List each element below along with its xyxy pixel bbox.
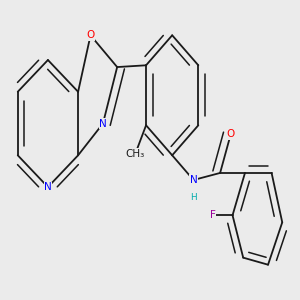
Text: N: N [190, 175, 197, 185]
Text: O: O [226, 129, 235, 139]
Text: CH₃: CH₃ [126, 148, 145, 158]
Text: N: N [99, 118, 107, 128]
Text: F: F [210, 210, 216, 220]
Text: N: N [44, 182, 52, 192]
Text: H: H [190, 194, 197, 202]
Text: O: O [86, 30, 95, 40]
